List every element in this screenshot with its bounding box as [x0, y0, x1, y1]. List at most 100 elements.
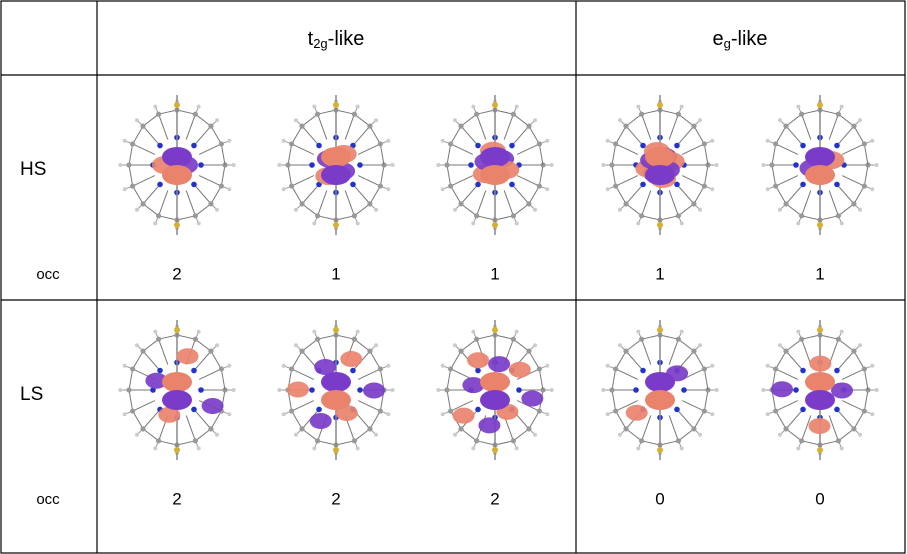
atom: [800, 143, 806, 149]
atom: [471, 221, 475, 225]
atom: [374, 433, 378, 437]
orbital-image: [761, 95, 878, 235]
atom: [623, 124, 628, 129]
bond: [159, 110, 177, 114]
bond: [370, 186, 380, 204]
atom: [191, 182, 197, 188]
bond: [199, 369, 221, 380]
bond: [772, 144, 776, 165]
atom: [367, 201, 372, 206]
atom: [636, 446, 640, 450]
header-rest: -like: [731, 28, 768, 50]
bond: [802, 335, 820, 339]
bond: [529, 411, 539, 429]
atom: [526, 201, 531, 206]
bond: [864, 390, 868, 411]
atom: [680, 105, 684, 109]
bond: [642, 335, 660, 339]
bond: [336, 216, 354, 220]
bond: [669, 114, 678, 139]
atom: [309, 162, 315, 168]
orbital-lobe: [321, 165, 351, 185]
atom: [766, 364, 770, 368]
atom: [193, 438, 198, 443]
atom: [441, 139, 445, 143]
atom: [657, 222, 663, 228]
atom: [436, 388, 440, 392]
orbital-table: t2g-like eg-like HSocc21111LSocc22200: [0, 0, 907, 554]
orbital-lobe: [480, 147, 510, 167]
atom: [157, 182, 163, 188]
bond: [380, 144, 384, 165]
atom: [526, 124, 531, 129]
atom: [282, 412, 286, 416]
bond: [129, 165, 133, 186]
atom: [475, 368, 481, 374]
atom: [492, 327, 498, 333]
bond: [660, 110, 678, 114]
bond: [358, 144, 380, 155]
atom: [533, 208, 537, 212]
atom: [289, 141, 294, 146]
atom: [299, 124, 304, 129]
atom: [299, 426, 304, 431]
bond: [129, 369, 133, 390]
atom: [156, 112, 161, 117]
atom: [766, 412, 770, 416]
bond: [842, 144, 864, 155]
atom: [118, 163, 122, 167]
t2g-header: t2g-like: [308, 28, 365, 51]
bond: [288, 165, 292, 186]
atom: [537, 408, 542, 413]
atom: [623, 201, 628, 206]
bond: [302, 114, 318, 126]
bond: [477, 190, 486, 215]
bond: [353, 184, 370, 203]
bond: [133, 401, 155, 412]
bond: [358, 176, 380, 187]
bond: [195, 339, 211, 351]
atom: [474, 438, 479, 443]
orbital-lobe: [467, 352, 489, 368]
atom: [130, 141, 135, 146]
atom: [533, 433, 537, 437]
atom: [140, 124, 145, 129]
bond: [864, 369, 868, 390]
bond: [626, 126, 643, 145]
bond: [682, 144, 704, 155]
atom: [550, 163, 554, 167]
bond: [660, 335, 678, 339]
atom: [858, 433, 862, 437]
atom: [773, 183, 778, 188]
atom: [715, 163, 719, 167]
atom: [710, 187, 714, 191]
bond: [682, 176, 704, 187]
bond: [211, 186, 221, 204]
bond: [626, 351, 643, 370]
atom: [778, 208, 782, 212]
bond: [776, 186, 786, 204]
bond: [854, 351, 864, 369]
atom: [140, 426, 145, 431]
atom: [613, 366, 618, 371]
atom: [374, 208, 378, 212]
atom: [870, 139, 874, 143]
bond: [302, 429, 318, 441]
bond: [786, 429, 802, 441]
bond: [199, 176, 221, 187]
occ-label: occ: [36, 266, 60, 283]
atom: [367, 349, 372, 354]
atom: [475, 143, 481, 149]
atom: [444, 162, 449, 167]
bond: [195, 204, 211, 216]
orbital-lobe: [626, 405, 648, 421]
atom: [208, 426, 213, 431]
bond: [504, 190, 513, 215]
atom: [352, 213, 357, 218]
bond: [133, 144, 155, 155]
atom: [702, 408, 707, 413]
bond: [682, 401, 704, 412]
atom: [356, 446, 360, 450]
atom: [606, 364, 610, 368]
atom: [623, 349, 628, 354]
